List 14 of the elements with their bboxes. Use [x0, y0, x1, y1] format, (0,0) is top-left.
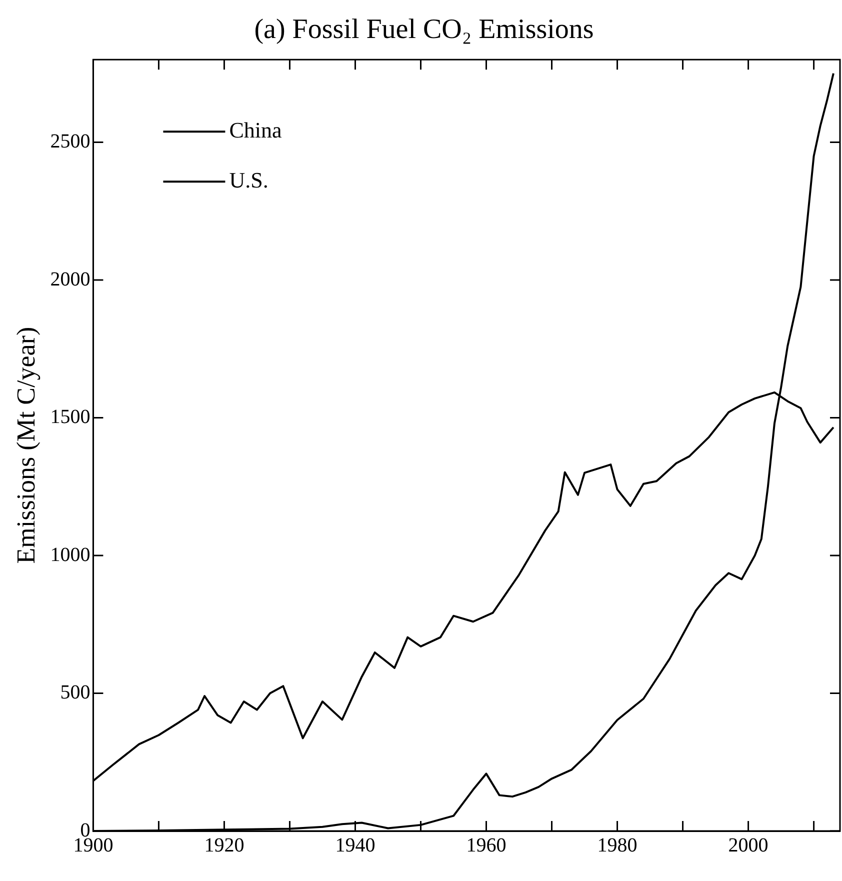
x-tick-label: 1920 [204, 834, 244, 856]
y-tick-label: 1500 [50, 406, 90, 428]
x-tick-label: 1960 [466, 834, 506, 856]
x-tick-label: 2000 [728, 834, 768, 856]
chart-title: (a) Fossil Fuel CO₂ Emissions [254, 14, 594, 46]
y-tick-label: 500 [60, 682, 90, 704]
x-tick-label: 1980 [597, 834, 638, 856]
y-axis-title: Emissions (Mt C/year) [11, 326, 40, 564]
legend-label: U.S. [229, 167, 268, 192]
legend-label: China [229, 117, 282, 142]
y-tick-label: 2500 [50, 130, 90, 152]
x-tick-label: 1940 [335, 834, 376, 856]
y-tick-label: 1000 [50, 544, 90, 566]
y-tick-label: 2000 [50, 268, 90, 290]
